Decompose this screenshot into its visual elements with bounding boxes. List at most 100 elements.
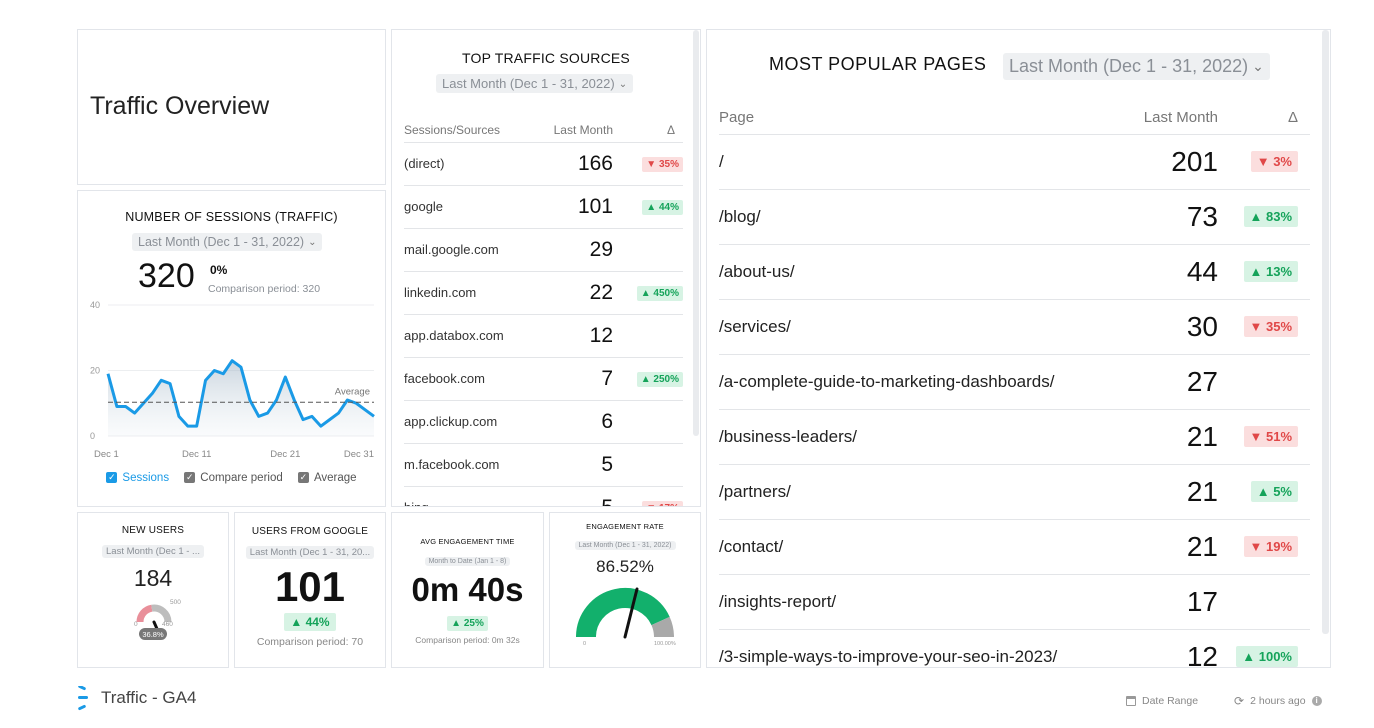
row-label[interactable]: app.databox.com <box>404 314 535 358</box>
row-label[interactable]: facebook.com <box>404 357 535 401</box>
row-label[interactable]: /3-simple-ways-to-improve-your-seo-in-20… <box>719 629 1129 667</box>
new-users-widget[interactable]: NEW USERS Last Month (Dec 1 - ... 184 50… <box>77 512 229 668</box>
row-value: 21 <box>1128 519 1218 575</box>
col-header-source[interactable]: Sessions/Sources <box>404 118 535 143</box>
new-users-date-dropdown[interactable]: Last Month (Dec 1 - ... <box>102 545 204 558</box>
table-row[interactable]: mail.google.com 29 <box>404 228 683 272</box>
row-value: 166 <box>535 142 613 186</box>
scrollbar[interactable] <box>1322 30 1329 634</box>
users-from-google-widget[interactable]: USERS FROM GOOGLE Last Month (Dec 1 - 31… <box>234 512 386 668</box>
info-icon[interactable]: i <box>1311 696 1322 706</box>
row-delta-cell: ▲ 100% <box>1218 629 1310 667</box>
new-users-value: 184 <box>133 565 173 591</box>
table-row[interactable]: /partners/21 ▲ 5% <box>719 464 1310 520</box>
table-header-row: Page Last Month Δ <box>719 102 1310 135</box>
delta-up-badge: ▲ 5% <box>1250 481 1298 502</box>
col-header-page[interactable]: Page <box>719 102 1129 135</box>
row-label[interactable]: /business-leaders/ <box>719 409 1129 465</box>
row-label[interactable]: app.clickup.com <box>404 400 535 444</box>
sessions-series-line <box>106 359 375 428</box>
legend-sessions[interactable]: ✓ Sessions <box>106 471 170 484</box>
table-row[interactable]: bing5 ▼ 17% <box>404 486 683 506</box>
table-header-row: Sessions/Sources Last Month Δ <box>404 118 683 143</box>
row-value: 22 <box>535 271 613 315</box>
table-row[interactable]: app.clickup.com 6 <box>404 400 683 444</box>
delta-up-badge: ▲ 13% <box>1243 261 1298 282</box>
table-row[interactable]: m.facebook.com 5 <box>404 443 683 487</box>
sessions-value: 320 <box>138 257 195 295</box>
col-header-last-month[interactable]: Last Month <box>1128 102 1218 135</box>
row-delta-cell <box>1218 354 1310 410</box>
row-delta-cell: ▼ 17% <box>613 486 683 506</box>
delta-down-badge: ▼ 3% <box>1250 151 1298 172</box>
row-value: 7 <box>535 357 613 401</box>
row-delta-cell <box>613 443 683 487</box>
delta-down-badge: ▼ 35% <box>642 157 683 172</box>
table-row[interactable]: /3-simple-ways-to-improve-your-seo-in-20… <box>719 629 1310 667</box>
users-google-value: 101 <box>274 563 346 610</box>
table-row[interactable]: /business-leaders/21 ▼ 51% <box>719 409 1310 465</box>
engagement-time-change: ▲ 25% <box>447 616 488 631</box>
calendar-icon[interactable] <box>1126 696 1136 706</box>
engagement-time-date-dropdown[interactable]: Month to Date (Jan 1 - 8) <box>424 557 511 566</box>
sources-date-range-dropdown[interactable]: Last Month (Dec 1 - 31, 2022) ⌄ <box>436 74 634 93</box>
row-delta-cell: ▲ 250% <box>613 357 683 401</box>
row-label[interactable]: bing <box>404 486 535 506</box>
table-row[interactable]: /a-complete-guide-to-marketing-dashboard… <box>719 354 1310 410</box>
row-label[interactable]: linkedin.com <box>404 271 535 315</box>
x-tick-label: Dec 11 <box>182 449 211 460</box>
row-label[interactable]: /a-complete-guide-to-marketing-dashboard… <box>719 354 1129 410</box>
delta-up-badge: ▲ 44% <box>642 200 683 215</box>
legend-average[interactable]: ✓ Average <box>297 471 357 484</box>
users-google-date-dropdown[interactable]: Last Month (Dec 1 - 31, 20... <box>245 546 375 559</box>
table-row[interactable]: /services/30 ▼ 35% <box>719 299 1310 355</box>
table-row[interactable]: facebook.com 7 ▲ 250% <box>404 357 683 401</box>
row-label[interactable]: google <box>404 185 535 229</box>
gauge-high-segment <box>151 604 172 623</box>
row-label[interactable]: /about-us/ <box>719 244 1129 300</box>
pages-date-range-dropdown[interactable]: Last Month (Dec 1 - 31, 2022) ⌄ <box>1003 53 1270 80</box>
engagement-rate-date-dropdown[interactable]: Last Month (Dec 1 - 31, 2022) <box>574 541 676 550</box>
col-header-last-month[interactable]: Last Month <box>535 118 613 143</box>
table-row[interactable]: linkedin.com 22 ▲ 450% <box>404 271 683 315</box>
checkbox-checked-icon: ✓ <box>297 472 309 483</box>
pages-table: Page Last Month Δ /201 ▼ 3%/blog/73 ▲ 83% /… <box>719 102 1310 667</box>
legend-compare-period[interactable]: ✓ Compare period <box>184 471 283 484</box>
row-value: 12 <box>1128 629 1218 667</box>
table-row[interactable]: /blog/73 ▲ 83% <box>719 189 1310 245</box>
col-header-delta[interactable]: Δ <box>613 118 683 143</box>
row-label[interactable]: / <box>719 134 1129 190</box>
y-tick-label: 20 <box>90 366 100 376</box>
top-traffic-sources-widget[interactable]: TOP TRAFFIC SOURCES Last Month (Dec 1 - … <box>391 29 701 507</box>
date-range-button[interactable]: Date Range <box>1142 695 1199 707</box>
row-label[interactable]: /insights-report/ <box>719 574 1129 630</box>
sessions-area <box>108 360 374 436</box>
table-row[interactable]: /about-us/44 ▲ 13% <box>719 244 1310 300</box>
row-label[interactable]: /blog/ <box>719 189 1129 245</box>
row-label[interactable]: /partners/ <box>719 464 1129 520</box>
sessions-line-chart[interactable]: 40 20 0 Average Dec 1 Dec 11 Dec 21 Dec 31 <box>78 291 386 463</box>
engagement-time-title: AVG ENGAGEMENT TIME <box>420 537 515 546</box>
row-value: 73 <box>1128 189 1218 245</box>
table-row[interactable]: /201 ▼ 3% <box>719 134 1310 190</box>
row-label[interactable]: /services/ <box>719 299 1129 355</box>
row-label[interactable]: m.facebook.com <box>404 443 535 487</box>
table-row[interactable]: app.databox.com 12 <box>404 314 683 358</box>
sessions-date-range-dropdown[interactable]: Last Month (Dec 1 - 31, 2022) ⌄ <box>132 233 323 251</box>
row-label[interactable]: /contact/ <box>719 519 1129 575</box>
row-label[interactable]: mail.google.com <box>404 228 535 272</box>
most-popular-pages-widget[interactable]: MOST POPULAR PAGES Last Month (Dec 1 - 3… <box>706 29 1331 668</box>
col-header-delta[interactable]: Δ <box>1218 102 1310 135</box>
avg-engagement-time-widget[interactable]: AVG ENGAGEMENT TIME Month to Date (Jan 1… <box>391 512 544 668</box>
sessions-widget[interactable]: NUMBER OF SESSIONS (TRAFFIC) Last Month … <box>77 190 386 507</box>
table-row[interactable]: /insights-report/17 <box>719 574 1310 630</box>
table-row[interactable]: (direct) 166 ▼ 35% <box>404 142 683 186</box>
users-google-change: ▲ 44% <box>284 613 336 631</box>
table-row[interactable]: google 101 ▲ 44% <box>404 185 683 229</box>
refresh-icon[interactable]: ⟳ <box>1234 694 1245 708</box>
row-delta-cell <box>613 314 683 358</box>
row-label[interactable]: (direct) <box>404 142 535 186</box>
engagement-rate-widget[interactable]: ENGAGEMENT RATE Last Month (Dec 1 - 31, … <box>549 512 701 668</box>
table-row[interactable]: /contact/21 ▼ 19% <box>719 519 1310 575</box>
scrollbar[interactable] <box>693 30 699 436</box>
